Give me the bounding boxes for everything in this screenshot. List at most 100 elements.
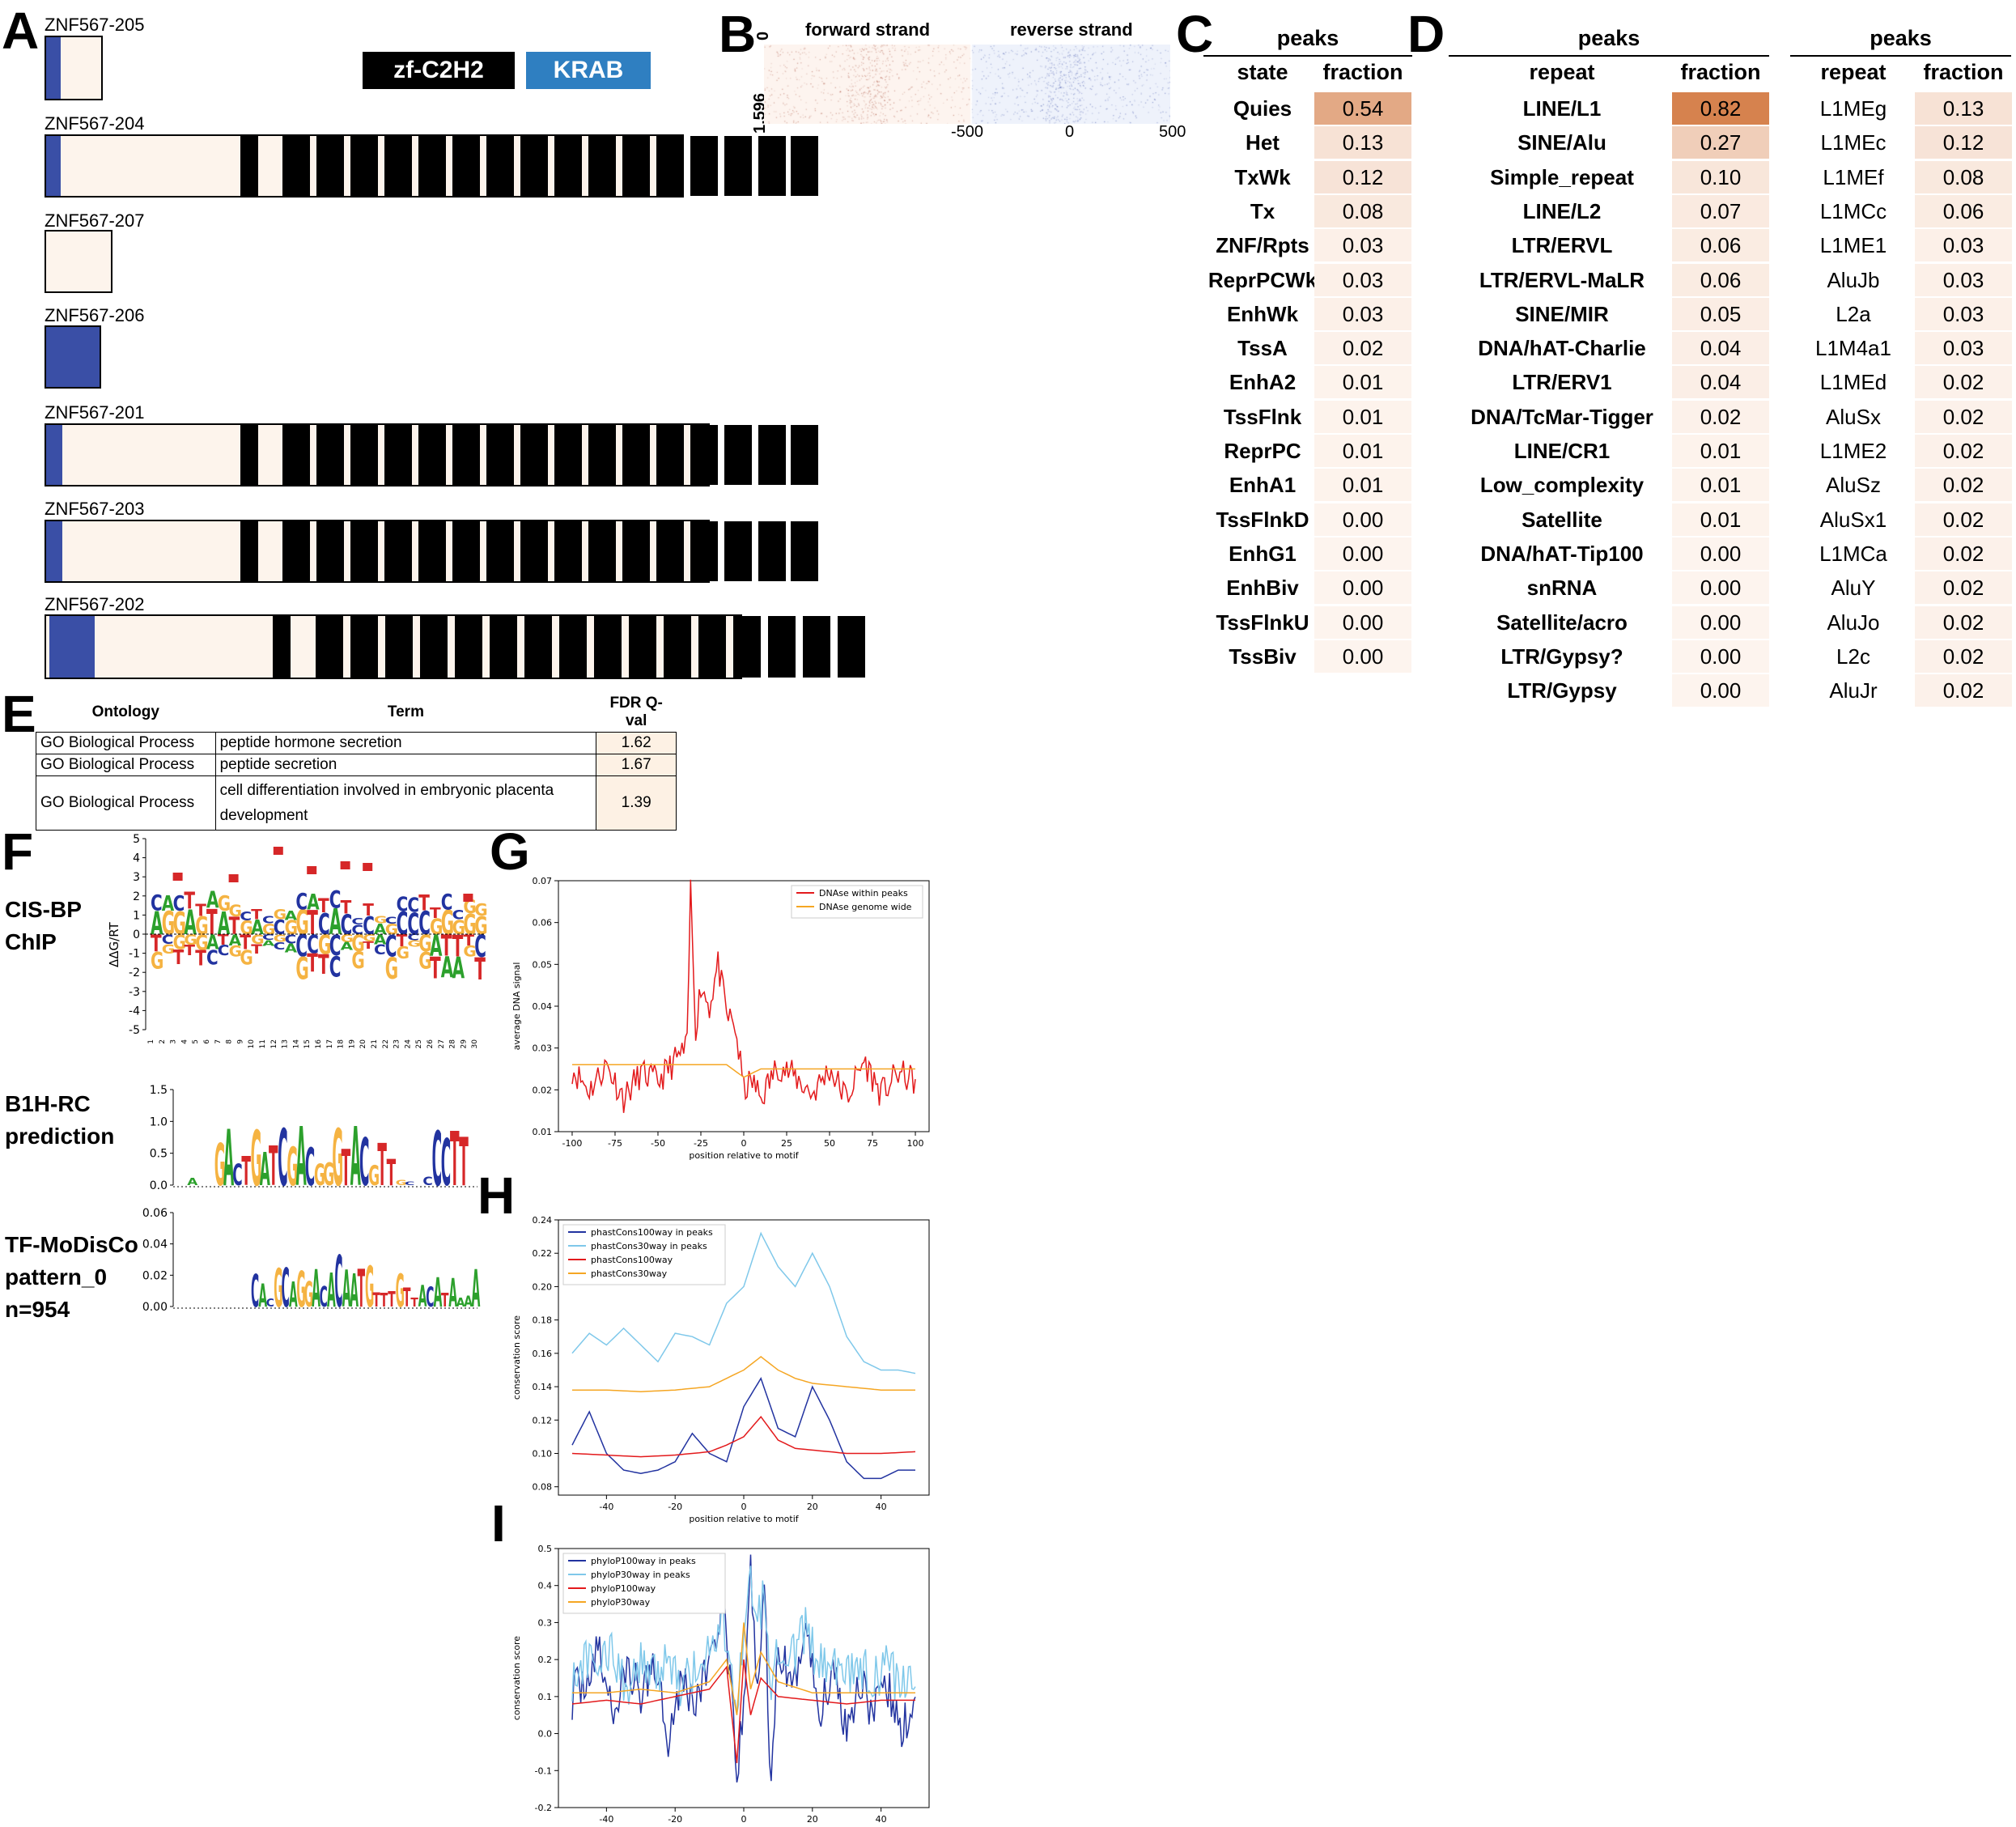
series-line <box>571 1231 916 1374</box>
panel-letter-f: F <box>2 822 34 881</box>
table-row-value: 0.01 <box>1314 435 1411 467</box>
y-axis-label: average DNA signal <box>511 962 522 1051</box>
table-row-label: AluY <box>1831 576 1876 601</box>
zf-c2h2-domain <box>690 136 718 196</box>
logo-letter: G <box>441 903 454 942</box>
axis-tick-label: 0.0 <box>150 1179 168 1192</box>
logo-letter: T <box>318 895 329 917</box>
legend-entry: DNAse within peaks <box>819 888 908 899</box>
table-row-value: 0.02 <box>1915 469 2012 502</box>
y-tick-label: 0.12 <box>533 1415 553 1425</box>
y-tick-label: 0.16 <box>533 1349 553 1359</box>
table-row-value: 0.03 <box>1314 263 1411 296</box>
column-header: fraction <box>1322 60 1403 84</box>
zf-c2h2-domain <box>452 521 480 581</box>
logo-letter: G <box>195 932 208 955</box>
isoform-name: ZNF567-201 <box>45 402 145 423</box>
table-row-value: 0.00 <box>1314 503 1411 536</box>
table-row-value: 0.82 <box>1672 92 1769 125</box>
zf-c2h2-domain <box>384 425 412 485</box>
series-line <box>571 1415 916 1458</box>
y-tick-label: -0.2 <box>535 1803 552 1813</box>
logo-letter: A <box>448 1272 457 1317</box>
logo-letter: A <box>187 1176 198 1188</box>
position-label: 18 <box>337 1039 346 1049</box>
logo-letter: C <box>274 916 286 940</box>
logo-letter: C <box>407 907 419 941</box>
table-row-value: 0.02 <box>1915 503 2012 536</box>
logo-letter: C <box>151 890 163 916</box>
logo-letter: C <box>266 1297 274 1310</box>
logo-letter: T <box>452 929 464 963</box>
logo-letter: T <box>363 940 375 951</box>
position-label: 5 <box>192 1039 200 1044</box>
logo-letter: G <box>229 942 242 960</box>
zf-c2h2-domain <box>588 521 616 581</box>
zf-c2h2-domain <box>656 136 684 196</box>
logo-letter: T <box>430 951 441 985</box>
zf-c2h2-domain <box>629 616 656 678</box>
table-row-label: ReprPC <box>1224 439 1301 463</box>
axis-tick-label: -2 <box>129 967 140 979</box>
logo-letter: T <box>151 930 162 958</box>
table-row-value: 0.01 <box>1672 435 1769 467</box>
b1h-y-axis: 1.5 1.0 0.5 0.0 <box>150 1084 174 1192</box>
axis-tick-label: -3 <box>129 986 140 999</box>
table-group-header: peaks <box>1577 26 1640 50</box>
chart-h: -40 -20 0 20 40 0.08 0.10 0.12 0.14 0.16 0.18 0.20 0… <box>511 1215 930 1524</box>
table-row-value: 0.06 <box>1672 229 1769 262</box>
table-row-value: 0.00 <box>1672 605 1769 639</box>
table-row-label: DNA/hAT-Charlie <box>1478 336 1646 361</box>
legend-zf-c2h2: zf-C2H2 <box>363 52 515 89</box>
table-row-value: 0.02 <box>1915 366 2012 399</box>
zf-c2h2-domain <box>452 136 480 196</box>
logo-letter: G <box>274 932 286 944</box>
logo-letter: G <box>341 932 354 944</box>
table-row-label: EnhA1 <box>1229 473 1297 498</box>
logo-letter: G <box>318 930 331 960</box>
zf-c2h2-domain <box>690 425 718 485</box>
zf-c2h2-domain <box>240 521 258 581</box>
table-row-value: 0.01 <box>1314 469 1411 502</box>
position-label: 22 <box>382 1039 390 1048</box>
logo-letter: T <box>341 897 352 918</box>
table-row-value: 0.03 <box>1314 229 1411 262</box>
position-label: 1 <box>147 1039 155 1044</box>
go-header-term: Term <box>387 703 424 720</box>
go-q: 1.67 <box>596 754 677 776</box>
position-label: 15 <box>303 1039 312 1048</box>
logo-letter: T <box>307 950 318 979</box>
logo-letter: C <box>405 1180 414 1186</box>
isoform-bar <box>45 325 101 389</box>
position-label: 26 <box>427 1039 435 1049</box>
table-row-value: 0.00 <box>1314 639 1411 673</box>
position-label: 13 <box>282 1039 290 1048</box>
logo-letter: G <box>396 1179 407 1188</box>
modisco-label: TF-MoDisCo pattern_0 n=954 <box>5 1232 138 1322</box>
logo-letter: T <box>430 905 441 922</box>
logo-letter: T <box>387 1152 397 1194</box>
table-row-value: 0.04 <box>1672 366 1769 399</box>
logo-letter: C <box>262 915 274 926</box>
logo-letter: T <box>251 907 262 923</box>
logo-letter: C <box>432 1115 442 1204</box>
zf-c2h2-domain <box>724 136 752 196</box>
logo-letter: C <box>262 933 274 942</box>
logo-letter: G <box>323 1157 334 1192</box>
logo-letter: C <box>385 915 397 926</box>
logo-letter: C <box>397 893 409 916</box>
logo-letter: G <box>295 903 308 942</box>
table-row-value: 0.02 <box>1915 571 2012 605</box>
logo-letter: C <box>318 907 330 941</box>
x-tick-label: 25 <box>781 1138 792 1149</box>
axis-tick-label: 3 <box>133 871 140 884</box>
table-row-value: 0.02 <box>1314 332 1411 365</box>
zf-c2h2-domain <box>520 136 548 196</box>
go-header-q: FDR Q-val <box>609 695 663 729</box>
table-row-label: L1ME2 <box>1819 439 1887 463</box>
go-q: 1.62 <box>596 732 677 754</box>
table-row-label: Satellite <box>1522 507 1602 532</box>
zf-c2h2-domain <box>486 521 514 581</box>
y-axis-label: conservation score <box>511 1315 522 1400</box>
y-tick-label: 0.3 <box>538 1617 553 1628</box>
